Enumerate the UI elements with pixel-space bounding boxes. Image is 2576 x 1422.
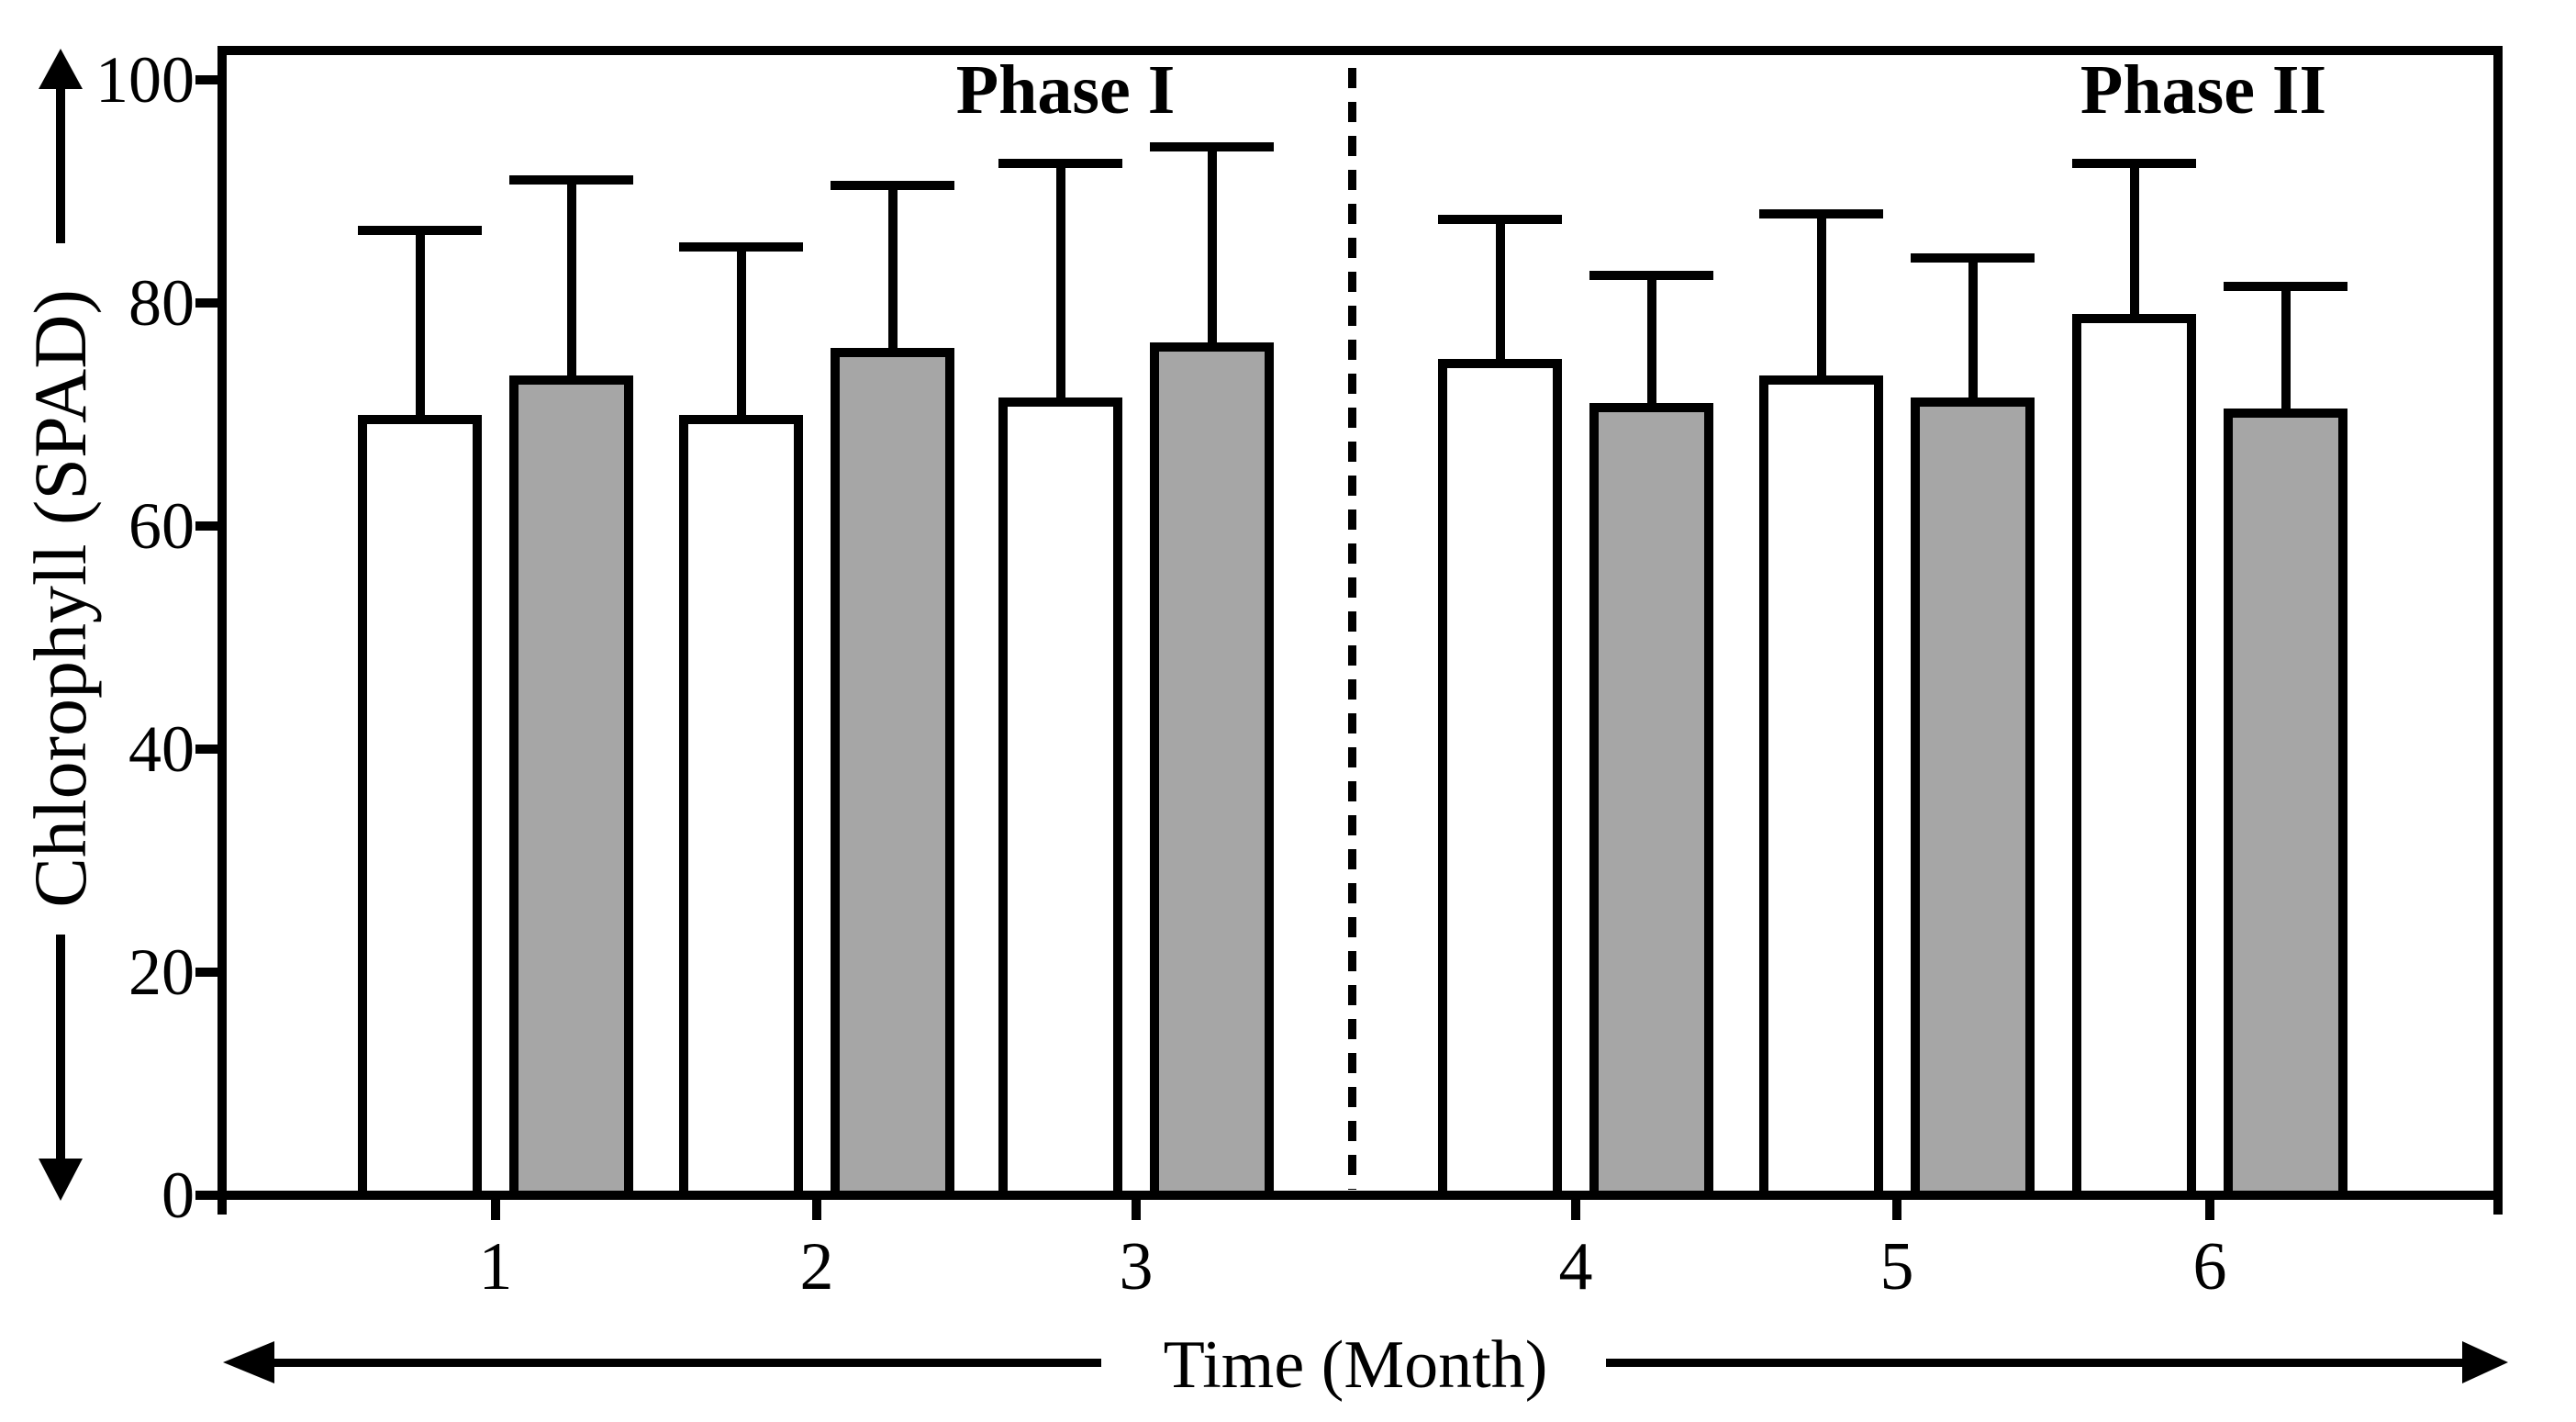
- bar-month1-gray-filled-bars: [509, 375, 633, 1200]
- y-axis-tick-label-60: 60: [128, 489, 195, 563]
- y-axis-up-arrow-icon: [39, 49, 83, 89]
- error-bar-cap-month4-gray-filled-bars: [1589, 271, 1713, 280]
- x-axis-tick-month-6: [2205, 1200, 2214, 1220]
- bar-month1-white-open-bars: [358, 415, 482, 1200]
- y-axis-tick-label-100: 100: [95, 43, 195, 117]
- y-axis-tick-60: [195, 521, 217, 531]
- error-bar-cap-month1-gray-filled-bars: [509, 175, 633, 185]
- x-axis-tick-label-month-1: 1: [478, 1229, 513, 1304]
- x-axis-tick-label-month-5: 5: [1879, 1229, 1914, 1304]
- bar-month3-gray-filled-bars: [1150, 342, 1274, 1200]
- error-bar-cap-month3-gray-filled-bars: [1150, 142, 1274, 151]
- axis-corner-stub-right: [2493, 1200, 2503, 1215]
- x-axis-tick-month-4: [1571, 1200, 1580, 1220]
- y-axis-down-arrow-icon: [39, 1159, 83, 1201]
- error-bar-cap-month2-gray-filled-bars: [831, 181, 954, 190]
- x-axis-right-arrow-shaft: [1606, 1359, 2462, 1367]
- y-axis-tick-label-80: 80: [128, 266, 195, 340]
- error-bar-cap-month5-gray-filled-bars: [1911, 253, 2035, 263]
- bar-month2-gray-filled-bars: [831, 348, 954, 1200]
- x-axis-tick-label-month-3: 3: [1119, 1229, 1154, 1304]
- error-bar-cap-month2-white-open-bars: [679, 242, 803, 252]
- error-bar-cap-month4-white-open-bars: [1438, 215, 1562, 224]
- x-axis-tick-label-month-6: 6: [2192, 1229, 2227, 1304]
- x-axis-tick-label-month-4: 4: [1558, 1229, 1593, 1304]
- error-bar-cap-month3-white-open-bars: [998, 159, 1122, 168]
- phase2-label: Phase II: [2080, 51, 2327, 129]
- x-axis-tick-month-2: [812, 1200, 821, 1220]
- x-axis-left-arrow-icon: [223, 1341, 274, 1383]
- y-axis-tick-40: [195, 745, 217, 754]
- error-bar-stem-month4-white-open-bars: [1496, 219, 1505, 359]
- bar-month5-gray-filled-bars: [1911, 397, 2035, 1200]
- x-axis-tick-month-1: [491, 1200, 500, 1220]
- bar-month6-gray-filled-bars: [2224, 409, 2347, 1200]
- error-bar-stem-month2-gray-filled-bars: [888, 185, 898, 348]
- phase1-label: Phase I: [955, 51, 1176, 129]
- y-axis-up-arrow-shaft: [56, 87, 65, 243]
- error-bar-cap-month6-gray-filled-bars: [2224, 282, 2347, 291]
- y-axis-tick-label-40: 40: [128, 712, 195, 786]
- y-axis-tick-label-20: 20: [128, 935, 195, 1009]
- x-axis-tick-month-3: [1132, 1200, 1141, 1220]
- plot-area-border: [217, 46, 2503, 1200]
- error-bar-cap-month5-white-open-bars: [1759, 209, 1883, 218]
- error-bar-stem-month5-gray-filled-bars: [1968, 258, 1978, 397]
- error-bar-stem-month2-white-open-bars: [737, 247, 746, 415]
- y-axis-tick-100: [195, 75, 217, 84]
- phase-divider-dashed-line: [1348, 68, 1356, 1190]
- error-bar-stem-month1-gray-filled-bars: [567, 180, 576, 375]
- bar-month3-white-open-bars: [998, 397, 1122, 1200]
- x-axis-left-arrow-shaft: [271, 1359, 1101, 1367]
- error-bar-stem-month3-white-open-bars: [1056, 163, 1065, 397]
- y-axis-tick-label-0: 0: [162, 1159, 195, 1232]
- error-bar-stem-month6-white-open-bars: [2130, 163, 2139, 314]
- bar-month4-gray-filled-bars: [1589, 403, 1713, 1200]
- error-bar-stem-month1-white-open-bars: [416, 230, 425, 415]
- y-axis-title: Chlorophyll (SPAD): [18, 289, 102, 908]
- bar-month2-white-open-bars: [679, 415, 803, 1200]
- bar-month4-white-open-bars: [1438, 359, 1562, 1200]
- error-bar-cap-month6-white-open-bars: [2072, 159, 2196, 168]
- x-axis-tick-label-month-2: 2: [799, 1229, 834, 1304]
- error-bar-stem-month5-white-open-bars: [1817, 214, 1826, 375]
- x-axis-tick-month-5: [1892, 1200, 1901, 1220]
- bar-month6-white-open-bars: [2072, 314, 2196, 1200]
- x-axis-right-arrow-icon: [2462, 1341, 2508, 1383]
- y-axis-tick-0: [195, 1191, 217, 1200]
- axis-corner-stub-left: [217, 1200, 227, 1215]
- x-axis-title: Time (Month): [1163, 1327, 1548, 1403]
- y-axis-tick-20: [195, 968, 217, 977]
- error-bar-stem-month6-gray-filled-bars: [2281, 286, 2291, 409]
- error-bar-stem-month4-gray-filled-bars: [1647, 275, 1656, 403]
- y-axis-down-arrow-shaft: [56, 935, 65, 1160]
- y-axis-tick-80: [195, 298, 217, 308]
- error-bar-stem-month3-gray-filled-bars: [1208, 147, 1217, 342]
- error-bar-cap-month1-white-open-bars: [358, 226, 482, 235]
